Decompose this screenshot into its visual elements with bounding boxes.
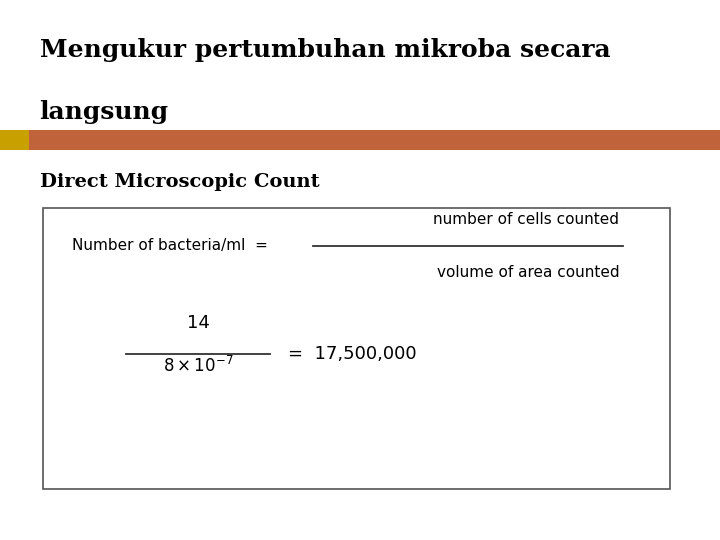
Text: langsung: langsung — [40, 100, 168, 124]
Text: Number of bacteria/ml  =: Number of bacteria/ml = — [72, 238, 268, 253]
Text: Direct Microscopic Count: Direct Microscopic Count — [40, 173, 319, 191]
Text: number of cells counted: number of cells counted — [433, 212, 619, 227]
Text: 14: 14 — [186, 314, 210, 332]
Bar — [43, 208, 670, 489]
Text: $8 \times 10^{-7}$: $8 \times 10^{-7}$ — [163, 356, 233, 376]
Text: Mengukur pertumbuhan mikroba secara: Mengukur pertumbuhan mikroba secara — [40, 38, 611, 62]
Bar — [29, 130, 720, 150]
Text: =  17,500,000: = 17,500,000 — [288, 345, 417, 363]
Text: volume of area counted: volume of area counted — [436, 265, 619, 280]
Bar — [0, 130, 29, 150]
